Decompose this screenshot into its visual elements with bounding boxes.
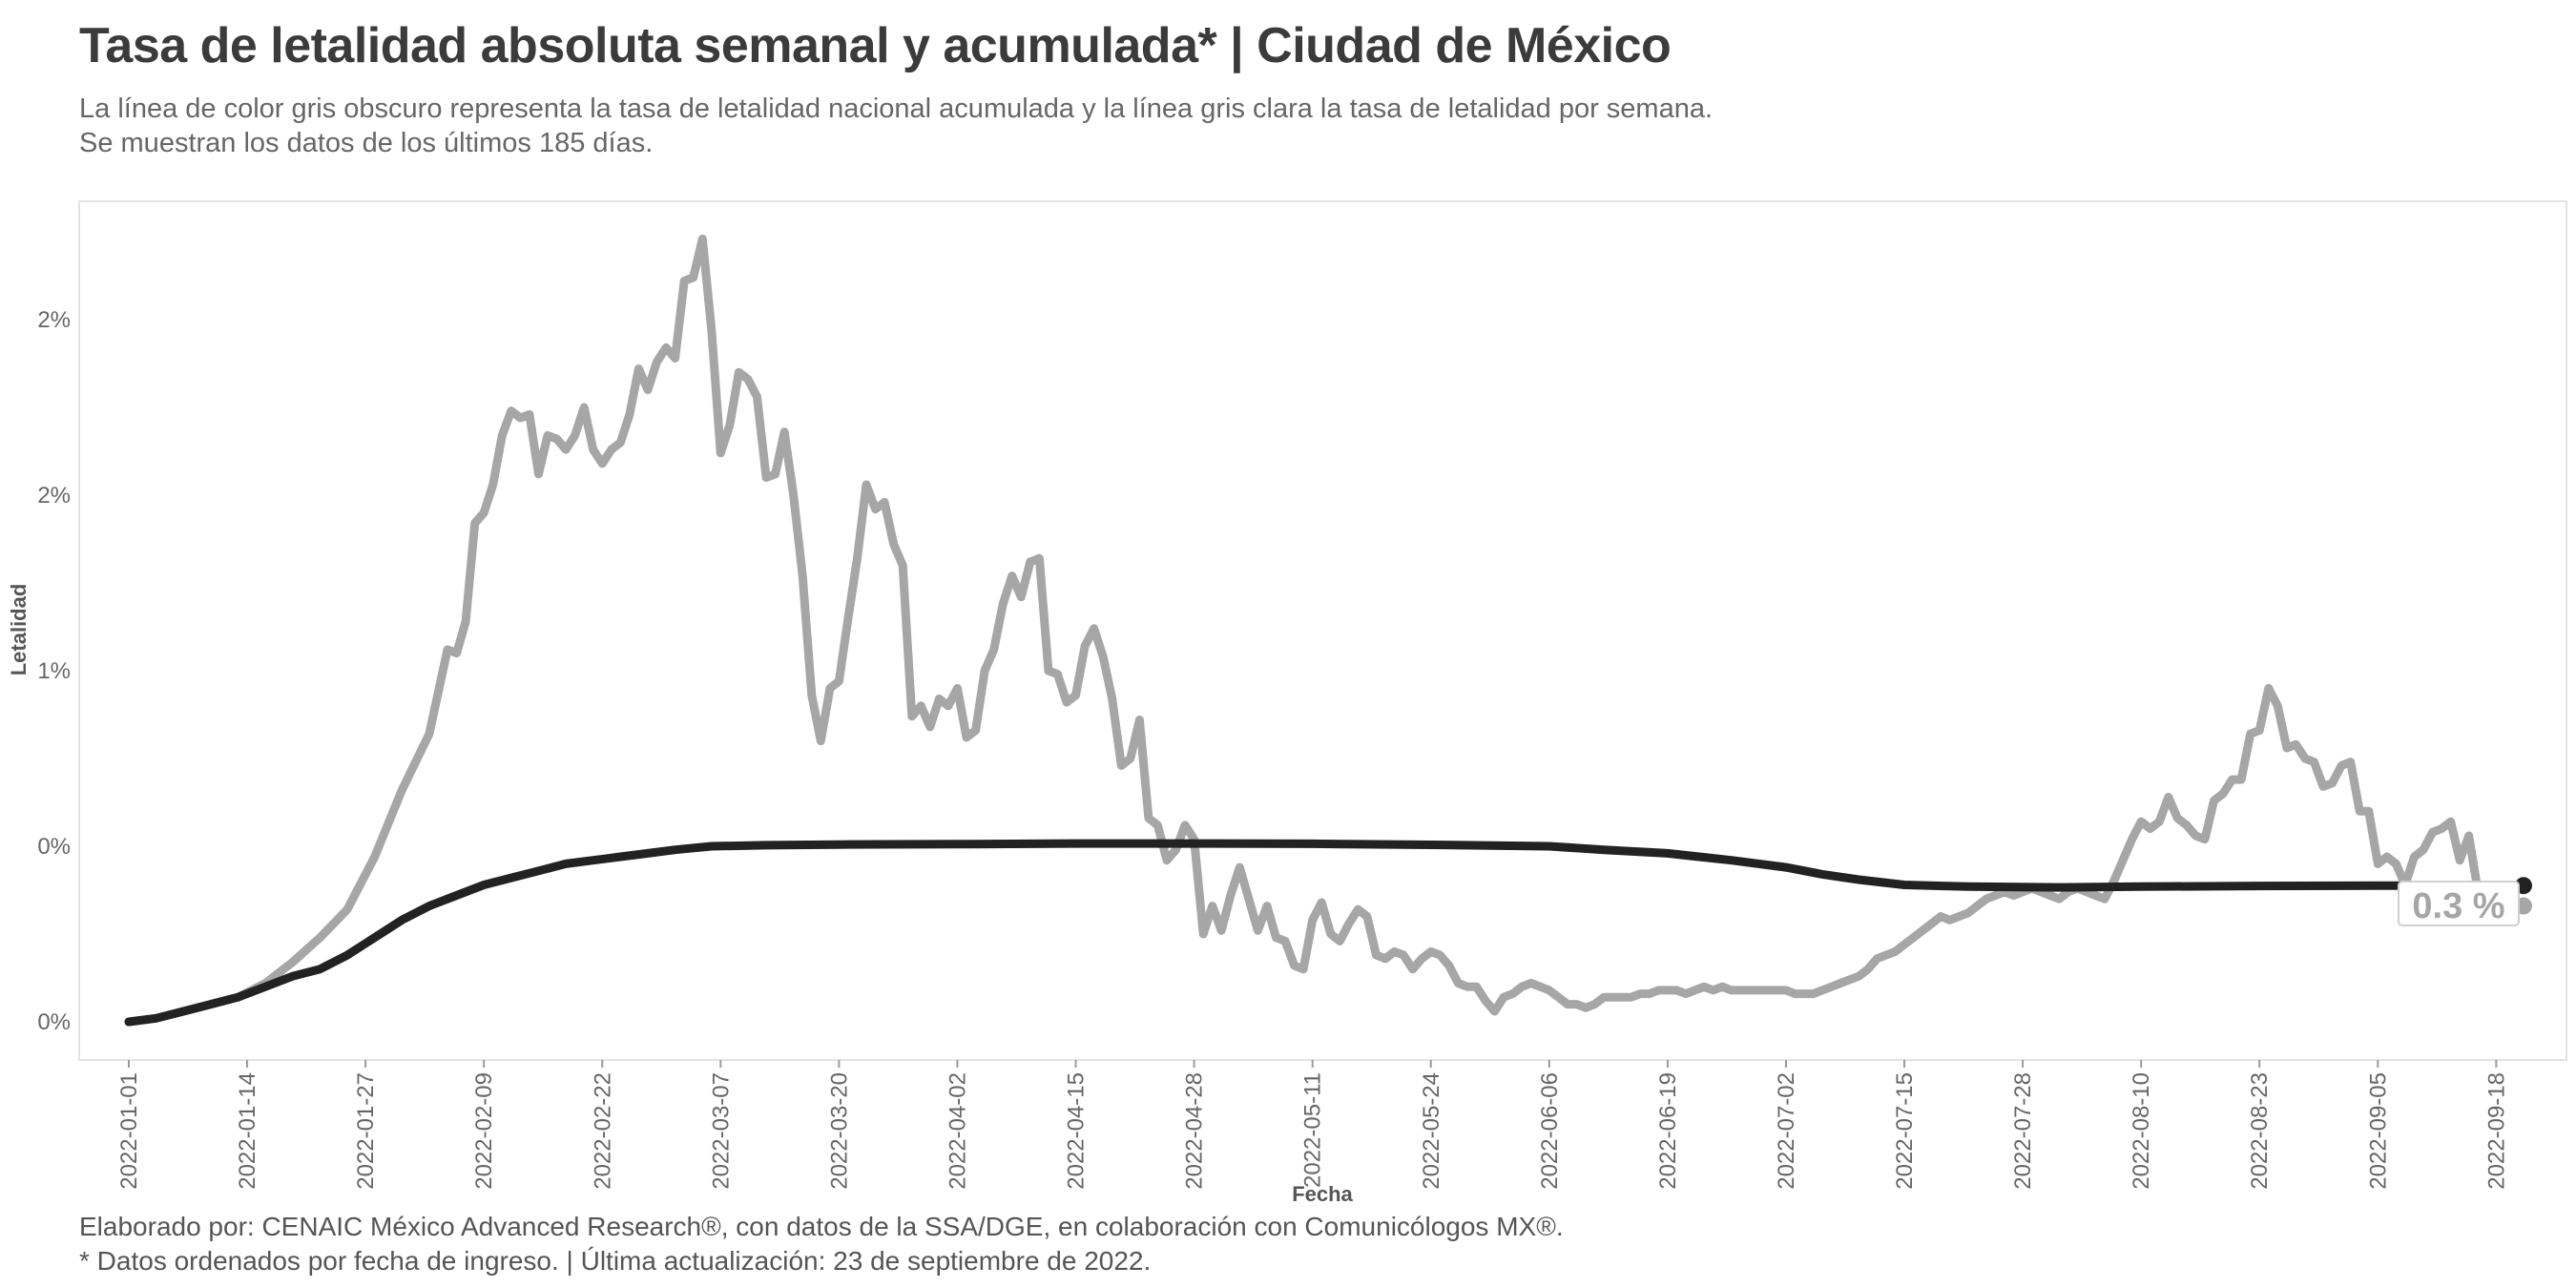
plot-panel [78, 200, 2567, 1061]
x-tick-label: 2022-01-14 [235, 1072, 260, 1190]
x-tick-label: 2022-06-19 [1655, 1072, 1681, 1190]
series-line-weekly [124, 234, 2528, 1027]
chart-caption: Elaborado por: CENAIC México Advanced Re… [79, 1210, 1564, 1278]
x-axis-title: Fecha [1292, 1182, 1353, 1206]
x-tick-label: 2022-05-24 [1419, 1072, 1444, 1190]
x-tick-label: 2022-01-01 [116, 1072, 142, 1190]
end-label-box [2398, 881, 2520, 926]
x-tick-label: 2022-01-27 [353, 1072, 379, 1190]
x-axis: 2022-01-01 2022-01-14 2022-01-27 2022-02-09… [116, 1060, 2509, 1190]
y-axis: 0% 0% 1% 2% 2% [37, 307, 71, 1035]
x-tick-label: 2022-04-02 [945, 1072, 970, 1190]
series-line-cumulative [124, 839, 2528, 1027]
x-tick-label: 2022-06-06 [1537, 1072, 1563, 1190]
x-tick-label: 2022-02-22 [590, 1072, 615, 1190]
x-tick-label: 2022-07-02 [1774, 1072, 1799, 1190]
y-tick-label: 0% [37, 834, 71, 860]
end-label-text: 0.3 % [2412, 886, 2504, 926]
y-tick-label: 2% [37, 307, 71, 333]
x-tick-label: 2022-08-10 [2129, 1072, 2154, 1190]
y-tick-label: 2% [37, 483, 71, 509]
x-tick-label: 2022-08-23 [2247, 1072, 2273, 1190]
chart-subtitle: La línea de color gris obscuro represent… [79, 92, 1713, 160]
x-tick-label: 2022-03-20 [826, 1072, 852, 1190]
x-tick-label: 2022-04-28 [1182, 1072, 1208, 1190]
y-axis-title: Letalidad [7, 584, 31, 676]
x-tick-label: 2022-07-28 [2010, 1072, 2036, 1190]
x-tick-label: 2022-09-05 [2365, 1072, 2391, 1190]
x-tick-label: 2022-04-15 [1064, 1072, 1090, 1190]
caption-line-2: * Datos ordenados por fecha de ingreso. … [79, 1246, 1152, 1276]
y-tick-label: 0% [37, 1009, 71, 1035]
y-tick-label: 1% [37, 658, 71, 684]
subtitle-line-2: Se muestran los datos de los últimos 185… [79, 128, 654, 158]
subtitle-line-1: La línea de color gris obscuro represent… [79, 93, 1714, 124]
x-tick-label: 2022-07-15 [1892, 1072, 1918, 1190]
x-tick-label: 2022-05-11 [1300, 1072, 1326, 1188]
caption-line-1: Elaborado por: CENAIC México Advanced Re… [79, 1212, 1564, 1241]
x-tick-label: 2022-02-09 [471, 1072, 497, 1190]
series-layer [124, 234, 2532, 1027]
end-value-label: 0.3 % [2398, 881, 2520, 926]
chart-title: Tasa de letalidad absoluta semanal y acu… [79, 18, 1672, 73]
x-tick-label: 2022-03-07 [708, 1072, 734, 1190]
x-tick-label: 2022-09-18 [2483, 1072, 2509, 1190]
